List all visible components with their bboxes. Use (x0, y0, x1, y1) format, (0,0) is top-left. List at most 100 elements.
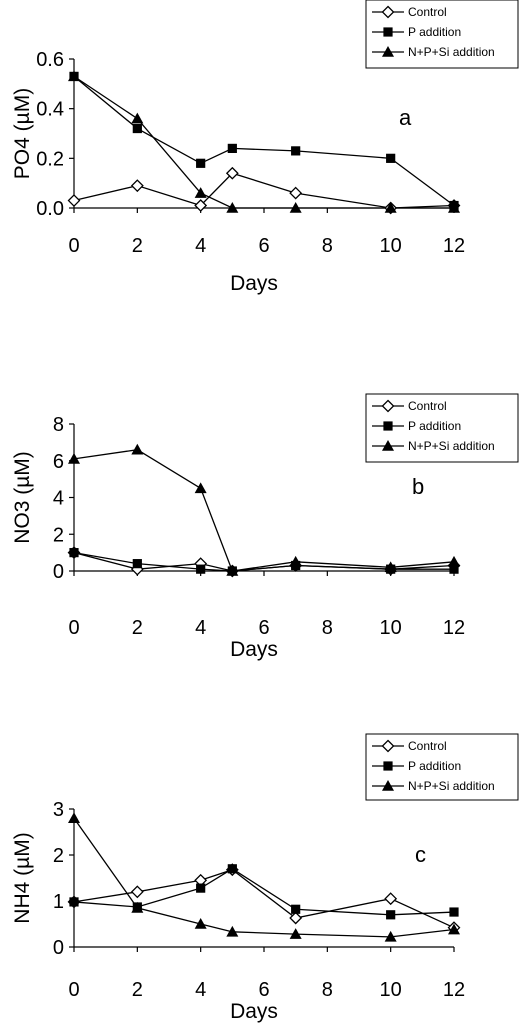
data-point (132, 559, 142, 569)
legend-marker (381, 739, 395, 753)
data-point (291, 146, 301, 156)
y-tick-label: 6 (53, 451, 64, 473)
data-point (289, 555, 302, 567)
x-tick-label: 8 (322, 979, 333, 1001)
y-tick-label: 1 (53, 891, 64, 913)
legend-marker (381, 399, 395, 413)
legend-entry-label: P addition (408, 25, 461, 39)
x-tick-label: 2 (132, 235, 143, 257)
y-tick-label: 2 (53, 524, 64, 546)
data-point (132, 123, 142, 134)
x-tick-label: 6 (258, 235, 269, 257)
data-point (194, 187, 207, 198)
data-point (291, 904, 301, 914)
x-tick-label: 6 (258, 979, 269, 1001)
data-point (448, 202, 460, 213)
series-line-0 (73, 172, 455, 209)
chart-panel-a: 0.0 0.2 0.4 0.6 0 2 4 6 8 10 12 Days PO4 (µM) a Contro… (11, 0, 519, 295)
data-point (194, 918, 207, 929)
data-point (68, 452, 80, 464)
legend-entry-label: N+P+Si addition (408, 439, 495, 453)
data-point (130, 885, 144, 899)
data-point (384, 930, 397, 942)
x-tick-label: 10 (380, 235, 402, 257)
legend-entry-label: Control (408, 5, 447, 19)
data-point (68, 812, 80, 823)
y-tick-label: 0.0 (36, 198, 64, 220)
y-tick-label: 0.6 (36, 49, 64, 71)
x-tick-label: 0 (68, 979, 79, 1001)
y-tick-label: 2 (53, 845, 64, 867)
x-tick-label: 8 (322, 235, 333, 257)
y-tick-label: 3 (53, 799, 64, 821)
x-axis-title: Days (230, 638, 278, 661)
data-point (289, 928, 302, 939)
data-point (386, 153, 396, 163)
data-point (448, 923, 460, 935)
series-line-2 (73, 75, 454, 209)
x-tick-label: 8 (322, 617, 333, 639)
series-line-2 (73, 449, 455, 572)
x-tick-label: 4 (195, 979, 206, 1001)
y-axis-title: NO3 (µM) (11, 451, 34, 544)
x-tick-label: 2 (132, 617, 143, 639)
legend-marker (383, 421, 393, 431)
x-tick-label: 0 (68, 235, 79, 257)
panel-letter: c (415, 842, 426, 867)
data-point (289, 186, 303, 200)
y-tick-label: 0.2 (36, 148, 64, 170)
legend-entry-label: P addition (408, 759, 461, 773)
data-point (130, 179, 144, 193)
series-line-2 (73, 817, 455, 938)
legend-marker (383, 27, 393, 37)
x-tick-label: 2 (132, 979, 143, 1001)
x-tick-label: 4 (195, 617, 206, 639)
data-point (384, 561, 397, 573)
data-point (68, 70, 80, 82)
data-point (227, 864, 237, 874)
y-tick-label: 8 (53, 414, 64, 436)
y-tick-label: 0.4 (36, 99, 64, 121)
data-point (131, 443, 144, 455)
legend-entry-label: N+P+Si addition (408, 45, 495, 59)
data-point (226, 565, 239, 576)
data-point (194, 482, 207, 494)
chart-panel-b: 0 2 4 6 8 0 2 4 6 8 10 12 Days NO3 (µM) b Control P addi… (11, 393, 519, 661)
legend-marker (382, 46, 394, 57)
data-point (386, 910, 396, 920)
data-point (227, 143, 237, 153)
y-tick-label: 0 (53, 561, 64, 583)
y-axis-title: PO4 (µM) (11, 88, 34, 179)
y-axis-title: NH4 (µM) (11, 832, 34, 923)
data-point (384, 892, 398, 906)
data-point (289, 202, 302, 213)
legend-entry-label: Control (408, 739, 447, 753)
data-point (449, 907, 459, 917)
data-point (67, 194, 81, 207)
data-point (226, 202, 239, 213)
data-point (196, 158, 206, 168)
y-tick-label: 0 (53, 937, 64, 959)
x-tick-label: 12 (443, 235, 465, 257)
x-tick-label: 10 (380, 979, 402, 1001)
legend-entry-label: P addition (408, 419, 461, 433)
x-tick-label: 4 (195, 235, 206, 257)
data-point (69, 897, 79, 907)
legend-entry-label: Control (408, 399, 447, 413)
legend-marker (383, 761, 393, 771)
data-point (194, 199, 208, 212)
x-tick-label: 6 (258, 617, 269, 639)
x-tick-label: 12 (443, 617, 465, 639)
data-point (196, 564, 206, 574)
x-tick-label: 0 (68, 617, 79, 639)
y-tick-label: 4 (53, 488, 64, 510)
data-point (226, 925, 239, 937)
data-point (131, 901, 144, 913)
data-point (289, 911, 303, 925)
x-axis-title: Days (230, 272, 278, 295)
x-tick-label: 12 (443, 979, 465, 1001)
legend-marker (381, 5, 395, 19)
panel-letter: a (399, 105, 412, 130)
